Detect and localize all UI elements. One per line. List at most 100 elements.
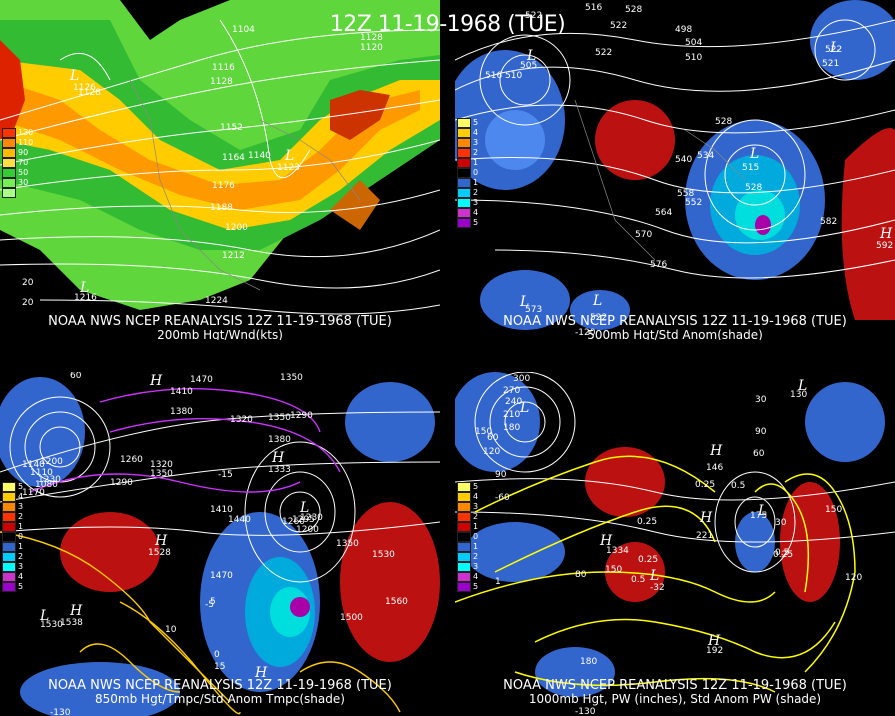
- contour-label: 1530: [40, 620, 63, 630]
- colorbar-label: 4: [473, 208, 479, 217]
- contour-label: 1290: [110, 478, 133, 488]
- center-letter: L: [649, 568, 659, 584]
- contour-label: -130: [575, 707, 596, 716]
- colorbar-500mb: [457, 118, 471, 228]
- contour-label: 1350: [150, 469, 173, 479]
- colorbar-label: 5: [473, 582, 479, 591]
- caption-line1-500mb: NOAA NWS NCEP REANALYSIS 12Z 11-19-1968 …: [503, 314, 847, 329]
- contour-label: 0.25: [638, 555, 658, 565]
- contour-label: 1128: [360, 33, 383, 43]
- colorbar-label: 0: [18, 532, 24, 541]
- center-value: 1538: [60, 618, 83, 628]
- contour-label: 1: [495, 577, 501, 587]
- center-letter: L: [757, 503, 767, 519]
- contour-label: 1224: [205, 296, 228, 306]
- contour-label: -5: [205, 600, 214, 610]
- center-value: 1216: [74, 293, 97, 303]
- colorbar-label: 5: [18, 582, 24, 591]
- center-letter: L: [592, 293, 602, 309]
- contour-label: 270: [503, 386, 520, 396]
- colorbar-label: 30: [18, 178, 29, 187]
- center-value: 1333: [268, 465, 291, 475]
- low-center: L: [39, 608, 49, 624]
- contour-label: 0.5: [731, 481, 745, 491]
- contour-label: 528: [745, 183, 762, 193]
- center-letter: L: [797, 378, 807, 394]
- colorbar-850mb: [2, 482, 16, 592]
- colorbar-label: 1: [473, 178, 479, 187]
- contour-label: 516: [485, 71, 502, 81]
- colorbar-label: 3: [18, 562, 24, 571]
- center-value: 521: [822, 59, 839, 69]
- colorbar-label: 3: [473, 562, 479, 571]
- colorbar-label: 1: [473, 522, 479, 531]
- contour-label: 60: [487, 433, 499, 443]
- colorbar-label: 70: [18, 158, 29, 167]
- colorbar-label: 1: [473, 158, 479, 167]
- contour-label: 522: [610, 21, 627, 31]
- contour-label: 1350: [280, 373, 303, 383]
- caption-line1-1000mb: NOAA NWS NCEP REANALYSIS 12Z 11-19-1968 …: [503, 678, 847, 693]
- center-value: 1123: [277, 163, 300, 173]
- contour-label: 1116: [212, 63, 235, 73]
- high-center: H 146: [706, 443, 723, 473]
- colorbar-label: 1: [18, 542, 24, 551]
- contour-label: 1470: [190, 375, 213, 385]
- center-letter: H: [254, 665, 268, 681]
- contour-label: 1320: [230, 415, 253, 425]
- contour-label: 1380: [268, 435, 291, 445]
- colorbar-label: 3: [18, 502, 24, 511]
- colorbar-label: 4: [473, 572, 479, 581]
- low-center: L-32: [649, 568, 665, 593]
- contour-label: 150: [605, 565, 622, 575]
- contour-label: 1176: [212, 181, 235, 191]
- contour-label: 150: [475, 427, 492, 437]
- center-letter: L: [299, 500, 309, 516]
- center-value: 1528: [148, 548, 171, 558]
- colorbar-label: 3: [473, 502, 479, 511]
- contour-label: 80: [575, 570, 587, 580]
- contour-label: 210: [503, 410, 520, 420]
- caption-line1-850mb: NOAA NWS NCEP REANALYSIS 12Z 11-19-1968 …: [48, 678, 392, 693]
- colorbar-label: 5: [473, 218, 479, 227]
- center-value: 515: [742, 163, 759, 173]
- colorbar-label: 1: [473, 542, 479, 551]
- center-letter: H: [699, 510, 713, 526]
- center-letter: L: [79, 280, 89, 296]
- contour-label: 528: [715, 117, 732, 127]
- center-value: 130: [790, 390, 807, 400]
- contour-label: 30: [755, 395, 767, 405]
- center-value: 146: [706, 463, 723, 473]
- panel-850mb: 1350 1470 1410 1380 1290 1320 1350 1380 1200 1140…: [0, 372, 440, 716]
- contour-label: 1230: [38, 475, 61, 485]
- contour-label: 20: [22, 278, 34, 288]
- contour-label: 0.25: [637, 517, 657, 527]
- center-letter: H: [599, 533, 613, 549]
- contour-label: 1152: [220, 123, 243, 133]
- contour-label: 1440: [228, 515, 251, 525]
- contour-label: -120: [575, 328, 596, 338]
- colorbar-200mb: [2, 128, 16, 198]
- contour-label: 1200: [296, 525, 319, 535]
- colorbar-label: 0: [473, 168, 479, 177]
- colorbar-label: 3: [473, 198, 479, 207]
- contour-label: 1140: [248, 151, 271, 161]
- colorbar-label: 110: [18, 138, 34, 147]
- contour-label: 522: [825, 45, 842, 55]
- center-letter: L: [519, 294, 529, 310]
- contour-label: 1380: [170, 407, 193, 417]
- low-center: L 521: [822, 40, 839, 69]
- center-letter: H: [154, 533, 168, 549]
- contour-label: 1128: [210, 77, 233, 87]
- contour-label: 120: [845, 573, 862, 583]
- contour-label: 1350: [336, 539, 359, 549]
